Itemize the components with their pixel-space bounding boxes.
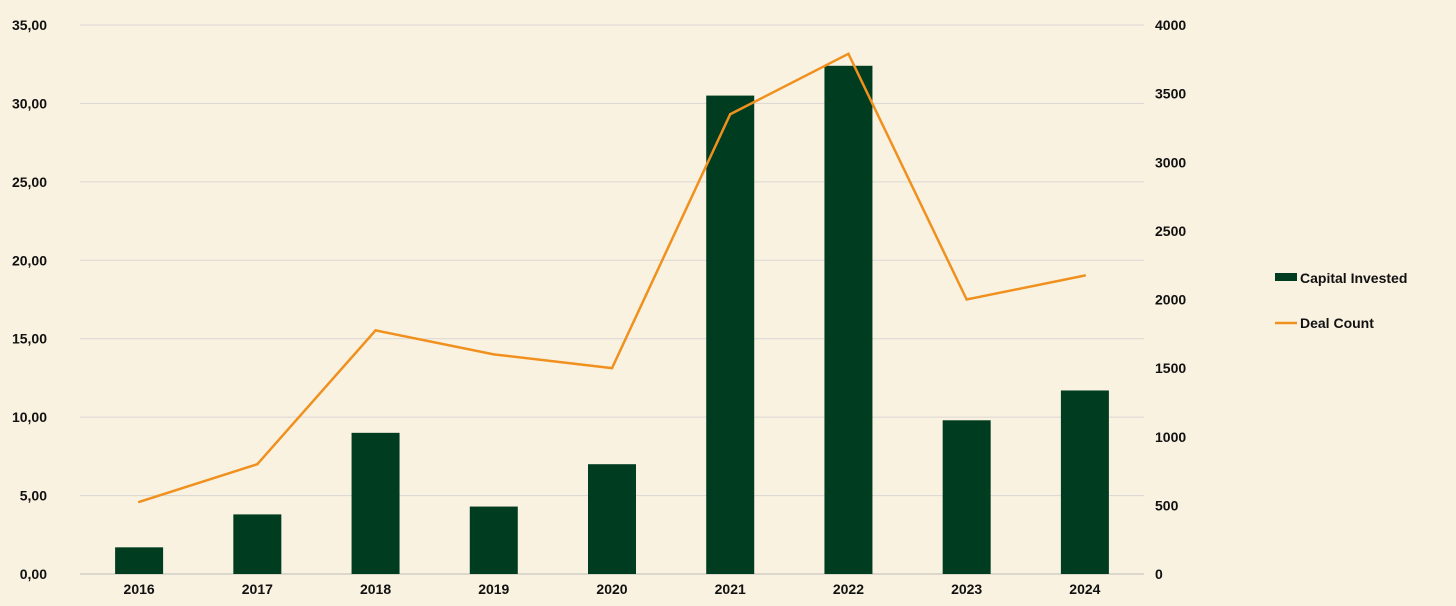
x-tick-label: 2017: [242, 581, 273, 597]
legend-label-capital-invested: Capital Invested: [1300, 270, 1407, 286]
deal-count-point-2016: [137, 500, 141, 504]
left-tick-label: 35,00: [12, 17, 47, 33]
left-tick-label: 10,00: [12, 409, 47, 425]
bar-2016: [115, 547, 164, 574]
x-axis: 2016 2017 2018 2019 2020 2021 2022 2023 2024: [124, 581, 1101, 597]
deal-count-point-2023: [965, 298, 968, 301]
legend-swatch-capital-invested: [1275, 273, 1297, 281]
x-tick-label: 2024: [1069, 581, 1100, 597]
right-tick-label: 1500: [1155, 360, 1186, 376]
bar-2017: [233, 514, 282, 574]
left-tick-label: 30,00: [12, 95, 47, 111]
bar-2022: [824, 65, 873, 574]
left-tick-label: 0,00: [20, 566, 47, 582]
left-tick-label: 25,00: [12, 174, 47, 190]
line-series-deal-count: [137, 52, 1087, 504]
x-tick-label: 2018: [360, 581, 391, 597]
deal-count-point-2024: [1083, 274, 1087, 277]
bar-2023: [942, 420, 991, 574]
deal-count-point-2018: [374, 329, 377, 332]
legend-label-deal-count: Deal Count: [1300, 315, 1374, 331]
x-tick-label: 2022: [833, 581, 864, 597]
bar-2024: [1060, 390, 1109, 574]
bar-2018: [351, 432, 400, 574]
x-tick-label: 2020: [596, 581, 627, 597]
right-tick-label: 3000: [1155, 154, 1186, 170]
left-y-axis: 0,00 5,00 10,00 15,00 20,00 25,00 30,00 35,00: [12, 17, 47, 582]
deal-count-point-2019: [492, 353, 495, 356]
bar-2020: [588, 464, 636, 574]
right-tick-label: 500: [1155, 497, 1179, 513]
deal-count-point-2017: [256, 463, 259, 466]
bar-2019: [469, 506, 518, 574]
x-tick-label: 2021: [715, 581, 746, 597]
right-tick-label: 1000: [1155, 429, 1186, 445]
x-tick-label: 2019: [478, 581, 509, 597]
deal-count-point-2021: [729, 113, 732, 116]
right-y-axis: 0 500 1000 1500 2000 2500 3000 3500 4000: [1155, 17, 1186, 582]
deal-count-point-2022: [847, 52, 850, 56]
gridlines: [80, 24, 1144, 575]
bar-series-capital-invested: [115, 65, 1109, 574]
right-tick-label: 0: [1155, 566, 1163, 582]
x-tick-label: 2016: [124, 581, 155, 597]
legend: Capital Invested Deal Count: [1275, 270, 1407, 331]
left-tick-label: 5,00: [20, 488, 47, 504]
right-tick-label: 3500: [1155, 86, 1186, 102]
x-tick-label: 2023: [951, 581, 982, 597]
left-tick-label: 20,00: [12, 252, 47, 268]
left-tick-label: 15,00: [12, 331, 47, 347]
bar-2021: [706, 95, 755, 574]
deal-count-point-2020: [610, 366, 614, 370]
right-tick-label: 2000: [1155, 292, 1186, 308]
right-tick-label: 2500: [1155, 223, 1186, 239]
right-tick-label: 4000: [1155, 17, 1186, 33]
